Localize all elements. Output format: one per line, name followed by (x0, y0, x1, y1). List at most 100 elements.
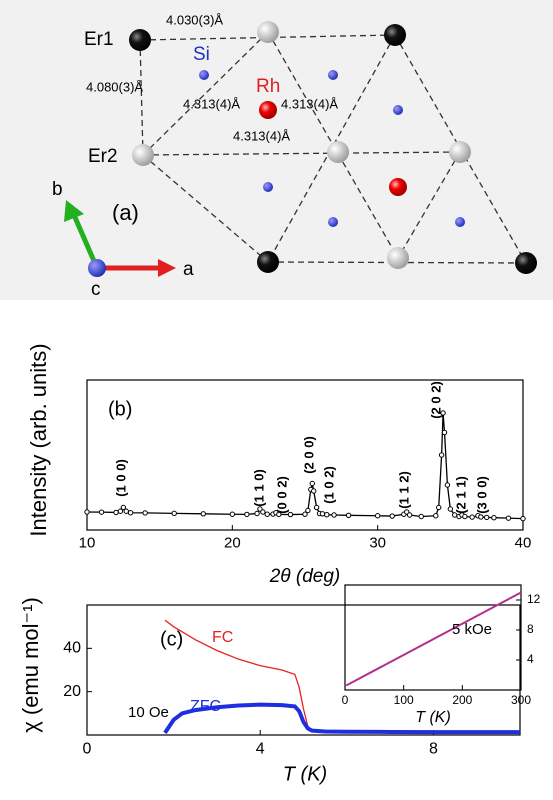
x-tick-label: 40 (515, 534, 532, 551)
data-point (491, 515, 497, 521)
annotation: (3 0 0) (474, 476, 489, 514)
data-point (520, 515, 526, 522)
data-point (127, 510, 134, 516)
annotation: (0 0 2) (274, 476, 289, 514)
chart: 0 4 8 20 40 FC ZFC T (K) χ (emu mol⁻¹) (c) 10 Oe (18, 597, 521, 785)
x-axis-label: 2θ (deg) (269, 566, 341, 587)
data-point (469, 514, 475, 520)
panel-label: (b) (108, 398, 132, 420)
atom-label: Er2 (88, 146, 118, 167)
data-point (374, 513, 381, 519)
plot-frame (344, 584, 522, 691)
atom-label: Si (193, 44, 210, 65)
data-point (117, 508, 124, 514)
data-point (171, 510, 177, 517)
data-point (113, 509, 119, 516)
distance-label: 4.313(4)Å (233, 128, 290, 143)
y-tick-label: 4 (527, 652, 534, 666)
atoms (129, 21, 537, 274)
annotation: (1 1 0) (251, 469, 266, 507)
data-point (276, 511, 282, 518)
atom-label: Rh (256, 76, 280, 97)
data-point (309, 480, 315, 487)
data-point (406, 512, 413, 518)
x-axis-label: T (K) (415, 709, 451, 726)
annotation: (2 0 2) (428, 381, 443, 419)
structure-panel: Er1 Er2 Si Rh 4.030(3)Å 4.080(3)Å 4.313(… (0, 0, 553, 300)
annotation: (1 0 0) (113, 459, 128, 497)
data-point (244, 511, 250, 518)
data-point (229, 511, 236, 517)
x-tick-label: 0 (83, 741, 92, 758)
data-point (313, 504, 320, 511)
data-point (418, 513, 424, 520)
y-axis-label: Intensity (arb. units) (26, 343, 51, 536)
series-line (345, 591, 522, 687)
y-axis-label: χ (emu mol⁻¹) (18, 597, 43, 733)
data-point (462, 513, 468, 520)
distance-label: 4.313(4)Å (183, 96, 240, 111)
axis-label: b (52, 179, 63, 200)
data-point (264, 511, 270, 517)
data-point (123, 508, 129, 514)
x-tick-label: 300 (511, 693, 531, 707)
annotation: 10 Oe (128, 704, 169, 721)
data-point (478, 514, 484, 520)
data-point (345, 512, 352, 518)
x-tick-label: 10 (79, 534, 96, 551)
x-tick-label: 100 (394, 693, 414, 707)
data-point (436, 504, 442, 511)
annotation: (1 0 2) (321, 466, 336, 504)
x-tick-label: 20 (224, 534, 241, 551)
data-point (433, 513, 439, 519)
x-tick-label: 30 (369, 534, 386, 551)
axis-label: a (183, 259, 194, 280)
annotation: (2 0 0) (301, 436, 316, 474)
data-point (441, 429, 448, 436)
x-tick-label: 8 (429, 741, 438, 758)
annotation: (1 1 2) (396, 471, 411, 509)
data-point (389, 513, 395, 519)
data-point (120, 504, 127, 511)
data-point (302, 511, 308, 517)
panel-label: (c) (160, 628, 183, 650)
plot-frame (86, 604, 521, 736)
series-label: FC (212, 629, 233, 646)
annotation: 5 kOe (452, 621, 492, 638)
x-tick-label: 4 (256, 741, 265, 758)
data-point (254, 510, 260, 517)
data-point (84, 509, 90, 515)
data-point (319, 511, 326, 517)
chart: 0 100 200 300 4 8 12 T (K) 5 kOe (342, 584, 541, 726)
annotation: (2 1 1) (453, 476, 468, 514)
series-label: ZFC (190, 698, 221, 715)
y-tick-label: 40 (63, 640, 81, 657)
atom-label: Er1 (84, 29, 114, 50)
data-point (331, 512, 337, 518)
plot-frame (86, 379, 524, 531)
data-point (98, 509, 105, 515)
distance-label: 4.030(3)Å (166, 12, 223, 27)
data-point (260, 509, 266, 515)
data-point (200, 511, 206, 517)
panel-label: (a) (112, 200, 139, 225)
data-point (438, 452, 445, 458)
chart: 10 20 30 40 2θ (deg) Intensity (arb. units) (b… (26, 343, 532, 587)
axis-label: c (91, 279, 101, 300)
x-tick-label: 0 (342, 693, 349, 707)
data-point (444, 482, 451, 488)
x-tick-label: 200 (452, 693, 472, 707)
data-point (447, 506, 454, 512)
y-tick-label: 8 (527, 622, 534, 636)
y-tick-label: 12 (527, 592, 541, 606)
y-tick-label: 20 (63, 683, 81, 700)
axis-arrows (64, 200, 176, 277)
series-line (163, 702, 520, 735)
data-point (483, 514, 490, 521)
distance-label: 4.313(4)Å (281, 96, 338, 111)
data-point (440, 410, 446, 416)
data-point (505, 515, 512, 521)
data-point (287, 511, 294, 518)
data-point (142, 510, 148, 516)
